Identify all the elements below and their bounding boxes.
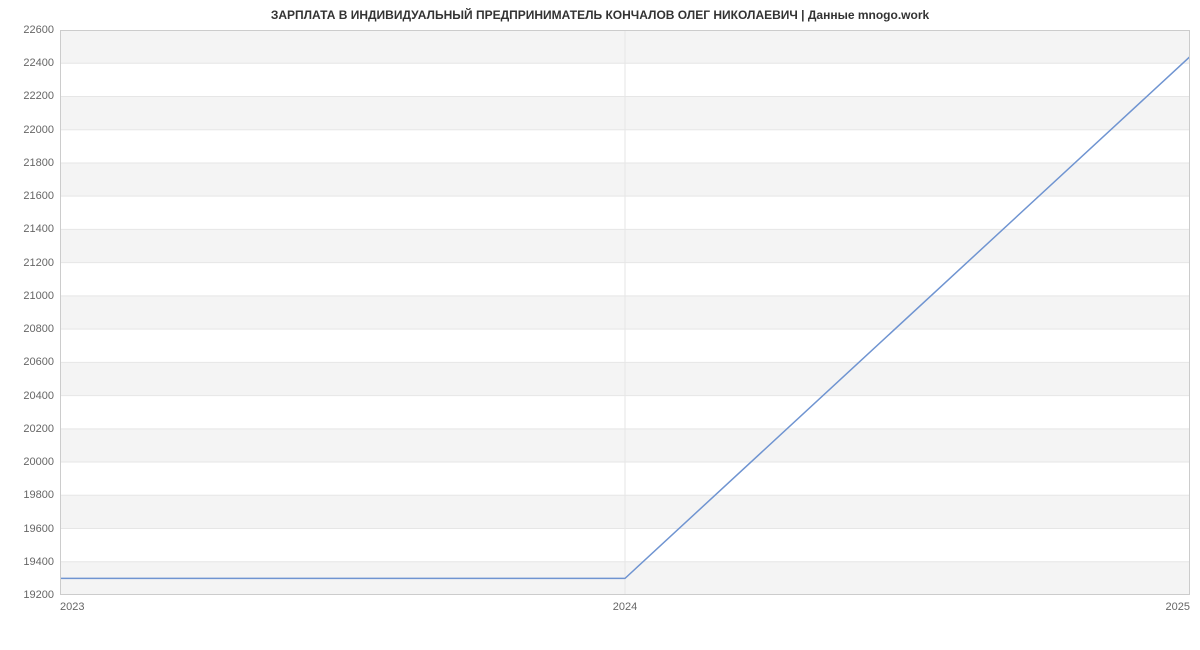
- y-tick-label: 21000: [23, 290, 54, 302]
- x-tick-label: 2025: [1166, 601, 1190, 613]
- y-tick-label: 19800: [23, 489, 54, 501]
- y-tick-label: 20200: [23, 423, 54, 435]
- y-tick-label: 21400: [23, 223, 54, 235]
- x-tick-label: 2023: [60, 601, 84, 613]
- y-tick-label: 22400: [23, 57, 54, 69]
- chart-title: ЗАРПЛАТА В ИНДИВИДУАЛЬНЫЙ ПРЕДПРИНИМАТЕЛ…: [0, 8, 1200, 22]
- plot-area: 1920019400196001980020000202002040020600…: [60, 30, 1190, 595]
- y-tick-label: 19600: [23, 523, 54, 535]
- y-tick-label: 22600: [23, 24, 54, 36]
- y-tick-label: 19200: [23, 589, 54, 601]
- y-tick-label: 20000: [23, 456, 54, 468]
- y-tick-label: 21200: [23, 257, 54, 269]
- y-tick-label: 20800: [23, 323, 54, 335]
- y-tick-label: 21800: [23, 157, 54, 169]
- y-tick-label: 20400: [23, 390, 54, 402]
- y-tick-label: 20600: [23, 356, 54, 368]
- x-tick-label: 2024: [613, 601, 637, 613]
- y-tick-label: 21600: [23, 190, 54, 202]
- y-tick-label: 22000: [23, 124, 54, 136]
- y-tick-label: 22200: [23, 90, 54, 102]
- y-tick-label: 19400: [23, 556, 54, 568]
- chart-container: ЗАРПЛАТА В ИНДИВИДУАЛЬНЫЙ ПРЕДПРИНИМАТЕЛ…: [0, 0, 1200, 650]
